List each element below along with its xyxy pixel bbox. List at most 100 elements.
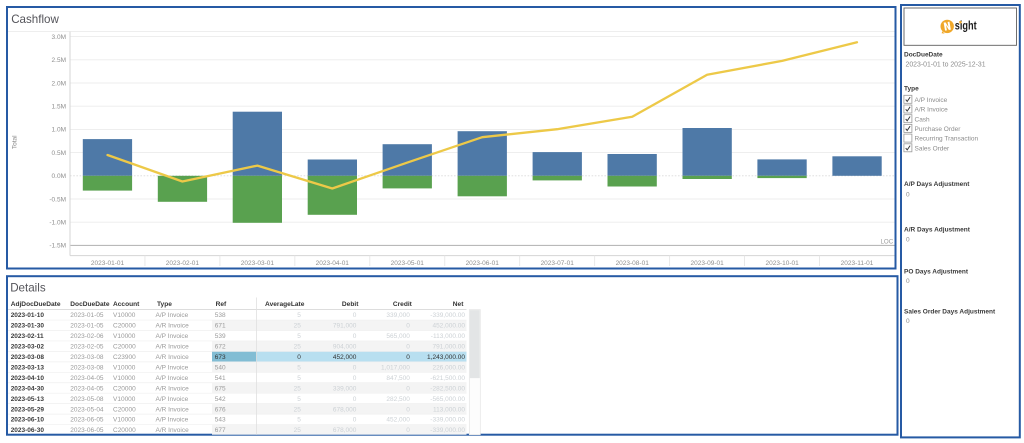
svg-text:673: 673 <box>215 354 226 361</box>
svg-text:2023-01-10: 2023-01-10 <box>11 312 45 319</box>
svg-text:0: 0 <box>406 427 410 434</box>
svg-text:25: 25 <box>294 406 302 413</box>
svg-text:2023-05-29: 2023-05-29 <box>11 406 45 413</box>
svg-text:-0.5M: -0.5M <box>49 196 66 203</box>
svg-text:V10000: V10000 <box>113 333 136 340</box>
svg-text:A/R Invoice: A/R Invoice <box>156 344 190 351</box>
svg-text:sight: sight <box>955 21 977 33</box>
svg-text:LOC: LOC <box>880 238 893 245</box>
svg-text:0: 0 <box>406 406 410 413</box>
svg-text:452,000.00: 452,000.00 <box>432 323 465 330</box>
svg-text:V10000: V10000 <box>113 417 136 424</box>
svg-text:0: 0 <box>297 354 301 361</box>
svg-text:A/P Invoice: A/P Invoice <box>156 333 189 340</box>
svg-text:25: 25 <box>294 385 302 392</box>
svg-text:5: 5 <box>297 312 301 319</box>
svg-text:2023-10-01: 2023-10-01 <box>765 260 799 267</box>
svg-text:C20000: C20000 <box>113 406 136 413</box>
svg-text:2023-09-01: 2023-09-01 <box>690 260 724 267</box>
svg-text:-113,000.00: -113,000.00 <box>431 333 466 340</box>
svg-text:5: 5 <box>297 375 301 382</box>
svg-text:-339,000.00: -339,000.00 <box>430 312 465 319</box>
svg-text:AverageLate: AverageLate <box>265 301 305 308</box>
svg-text:2023-05-04: 2023-05-04 <box>70 406 104 413</box>
svg-text:2023-06-05: 2023-06-05 <box>70 427 104 434</box>
svg-text:2023-06-30: 2023-06-30 <box>11 427 45 434</box>
svg-text:113,000.00: 113,000.00 <box>433 406 465 413</box>
svg-text:0: 0 <box>906 318 910 325</box>
svg-text:791,000: 791,000 <box>333 323 357 330</box>
svg-text:5: 5 <box>297 333 301 340</box>
svg-text:675: 675 <box>215 385 226 392</box>
svg-text:676: 676 <box>215 406 226 413</box>
svg-text:A/R Invoice: A/R Invoice <box>156 427 190 434</box>
svg-text:542: 542 <box>215 396 226 403</box>
svg-text:538: 538 <box>215 312 226 319</box>
svg-text:Sales Order: Sales Order <box>915 145 951 152</box>
svg-text:Ref: Ref <box>216 301 227 308</box>
svg-text:0.5M: 0.5M <box>52 150 66 157</box>
svg-text:0: 0 <box>406 385 410 392</box>
svg-text:DocDueDate: DocDueDate <box>904 52 943 59</box>
svg-text:2023-11-01: 2023-11-01 <box>841 260 874 267</box>
svg-text:V10000: V10000 <box>113 396 136 403</box>
svg-text:2023-04-01: 2023-04-01 <box>316 260 350 267</box>
svg-text:2023-05-13: 2023-05-13 <box>11 396 45 403</box>
svg-text:0: 0 <box>353 333 357 340</box>
svg-text:2023-04-10: 2023-04-10 <box>11 375 45 382</box>
svg-text:5: 5 <box>297 364 301 371</box>
svg-text:Total: Total <box>12 135 19 149</box>
svg-text:A/R Days Adjustment: A/R Days Adjustment <box>904 227 971 234</box>
svg-text:2023-05-08: 2023-05-08 <box>70 396 104 403</box>
svg-text:1.5M: 1.5M <box>52 104 66 111</box>
svg-text:0: 0 <box>906 236 910 243</box>
svg-text:A/P Invoice: A/P Invoice <box>156 312 189 319</box>
svg-text:C23900: C23900 <box>113 354 136 361</box>
svg-text:226,000.00: 226,000.00 <box>432 364 465 371</box>
svg-text:0.0M: 0.0M <box>52 173 66 180</box>
svg-text:2023-03-08: 2023-03-08 <box>70 364 104 371</box>
svg-text:C20000: C20000 <box>113 427 136 434</box>
svg-text:0: 0 <box>353 417 357 424</box>
svg-text:2023-01-30: 2023-01-30 <box>11 323 45 330</box>
svg-text:-565,000.00: -565,000.00 <box>430 396 465 403</box>
svg-text:A/P Invoice: A/P Invoice <box>156 364 189 371</box>
svg-text:339,000: 339,000 <box>386 312 410 319</box>
svg-text:541: 541 <box>215 375 226 382</box>
svg-text:904,000: 904,000 <box>333 344 357 351</box>
svg-text:0: 0 <box>406 344 410 351</box>
svg-text:0: 0 <box>906 191 910 198</box>
svg-text:677: 677 <box>215 427 226 434</box>
svg-text:PO Days Adjustment: PO Days Adjustment <box>904 269 969 276</box>
svg-text:2023-02-01: 2023-02-01 <box>166 260 200 267</box>
svg-text:A/P Invoice: A/P Invoice <box>156 417 189 424</box>
svg-text:339,000: 339,000 <box>333 385 357 392</box>
svg-text:-1.0M: -1.0M <box>49 220 66 227</box>
svg-text:25: 25 <box>294 427 302 434</box>
svg-text:2023-03-01: 2023-03-01 <box>241 260 275 267</box>
svg-text:678,000: 678,000 <box>333 427 357 434</box>
svg-text:2023-03-13: 2023-03-13 <box>11 364 45 371</box>
svg-text:AdjDocDueDate: AdjDocDueDate <box>11 301 61 308</box>
svg-text:539: 539 <box>215 333 226 340</box>
svg-text:0: 0 <box>353 396 357 403</box>
svg-text:0: 0 <box>406 354 410 361</box>
svg-text:2023-06-10: 2023-06-10 <box>11 417 45 424</box>
svg-text:0: 0 <box>906 278 910 285</box>
svg-text:Credit: Credit <box>393 301 413 308</box>
svg-text:2023-03-02: 2023-03-02 <box>11 344 45 351</box>
svg-text:Cash: Cash <box>915 116 931 123</box>
svg-text:282,500: 282,500 <box>386 396 410 403</box>
svg-text:A/R Invoice: A/R Invoice <box>156 323 190 330</box>
svg-text:Type: Type <box>904 86 919 93</box>
svg-text:C20000: C20000 <box>113 323 136 330</box>
svg-text:678,000: 678,000 <box>333 406 357 413</box>
svg-text:452,000: 452,000 <box>333 354 357 361</box>
svg-text:452,000: 452,000 <box>386 417 410 424</box>
svg-text:Purchase Order: Purchase Order <box>915 126 962 133</box>
svg-text:25: 25 <box>294 344 302 351</box>
svg-text:25: 25 <box>294 323 302 330</box>
svg-text:A/R Invoice: A/R Invoice <box>156 354 190 361</box>
svg-text:2023-01-01 to 2025-12-31: 2023-01-01 to 2025-12-31 <box>906 62 986 69</box>
svg-text:Debit: Debit <box>342 301 359 308</box>
